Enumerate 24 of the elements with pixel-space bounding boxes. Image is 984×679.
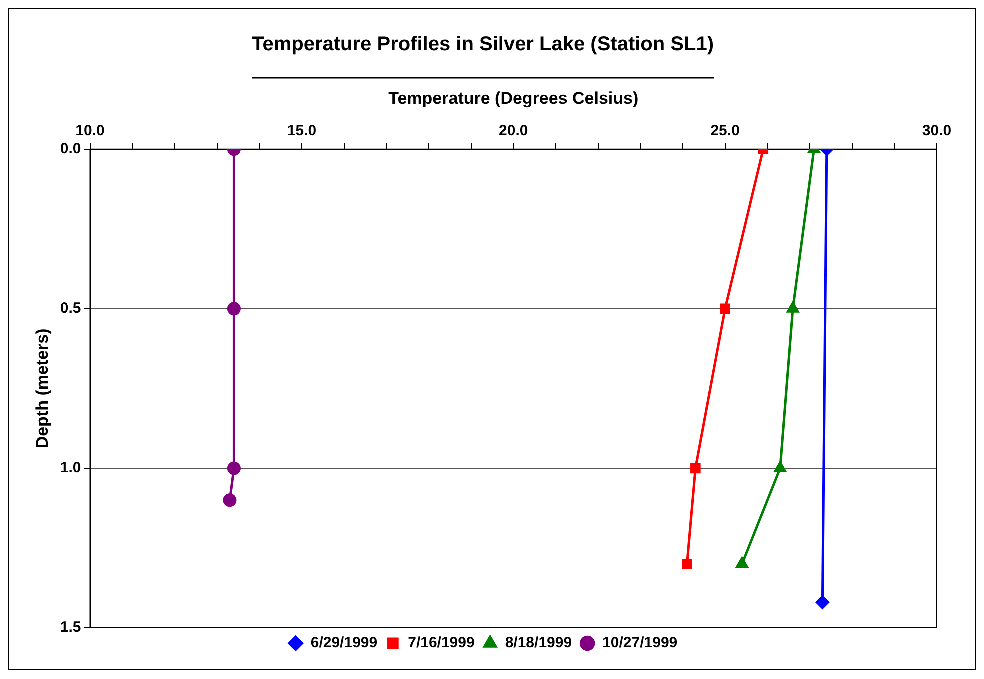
x-tick-label: 15.0	[287, 122, 317, 140]
chart-title: Temperature Profiles in Silver Lake (Station SL1)	[252, 34, 714, 56]
y-tick-label: 1.5	[60, 619, 82, 636]
y-tick-label: 0.0	[60, 140, 82, 158]
legend-label: 7/16/1999	[408, 634, 475, 652]
point	[227, 462, 241, 476]
legend-label: 6/29/1999	[310, 634, 378, 652]
x-axis-title: Temperature (Degrees Celsius)	[388, 88, 639, 108]
y-tick-label: 1.0	[60, 460, 82, 477]
point	[690, 463, 701, 474]
legend-label: 10/27/1999	[602, 634, 678, 652]
x-tick-label: 10.0	[76, 122, 105, 140]
y-axis-title: Depth (meters)	[32, 328, 52, 449]
point	[736, 557, 748, 568]
point	[720, 304, 730, 314]
point	[223, 494, 237, 508]
x-tick-label: 20.0	[499, 122, 528, 140]
x-tick-label: 25.0	[710, 122, 740, 140]
point	[816, 596, 830, 610]
legend-label: 8/18/1999	[505, 634, 572, 652]
point	[682, 559, 692, 570]
point	[227, 302, 241, 316]
y-tick-label: 0.5	[60, 300, 82, 318]
x-tick-label: 30.0	[922, 122, 952, 140]
